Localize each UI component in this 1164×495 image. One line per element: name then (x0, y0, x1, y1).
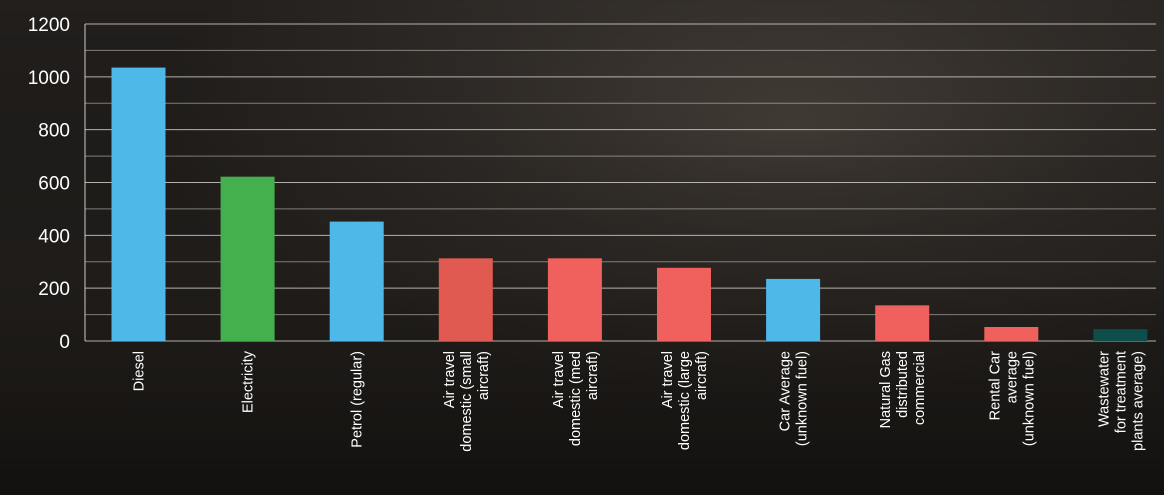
x-category-label-line: Air travel (442, 351, 458, 408)
x-category-label-line: distributed (895, 351, 911, 418)
x-category-label-line: Wastewater (1096, 351, 1112, 427)
x-category-label-line: average (1004, 351, 1020, 403)
bar (438, 258, 493, 341)
y-tick-label: 0 (59, 332, 70, 353)
bar (766, 278, 821, 341)
bar (220, 176, 275, 341)
x-category-label: Natural Gas distributed commercial (878, 351, 928, 428)
x-category-label: Wastewater for treatment plants average) (1096, 351, 1146, 451)
x-category-label-line: Petrol (regular) (350, 351, 366, 448)
y-axis-tick-labels: 0 200 400 600 800 1000 1200 (28, 15, 70, 353)
x-category-label-line: Car Average (778, 351, 794, 431)
x-category-label-line: Natural Gas (878, 351, 894, 428)
x-category-label: Petrol (regular) (350, 351, 366, 448)
bar (547, 258, 602, 341)
x-category-label-line: aircraft) (476, 351, 492, 400)
x-category-label-line: Rental Car (987, 351, 1003, 420)
bar (1093, 329, 1148, 341)
x-category-label: Rental Car average (unknown fuel) (987, 351, 1037, 446)
x-category-label-line: plants average) (1130, 351, 1146, 451)
bar (657, 267, 711, 341)
x-category-label-line: Diesel (132, 351, 148, 391)
x-category-label: Air travel domestic (med aircraft) (551, 351, 601, 446)
x-category-label-line: domestic (small (459, 351, 475, 452)
x-category-label-line: domestic (med (568, 351, 584, 446)
y-tick-label: 200 (38, 279, 70, 300)
bar (984, 326, 1039, 341)
y-tick-label: 400 (38, 226, 70, 247)
y-tick-label: 1200 (28, 15, 70, 36)
bar (329, 221, 384, 341)
x-category-label: Air travel domestic (large aircraft) (660, 351, 710, 450)
x-category-label-line: Air travel (551, 351, 567, 408)
x-axis-category-labels: Diesel Electricity Petrol (regular) Air tra… (132, 350, 1147, 451)
bars (111, 67, 1148, 342)
x-category-label-line: (unknown fuel) (795, 351, 811, 446)
x-category-label: Car Average (unknown fuel) (778, 351, 811, 446)
x-category-label: Electricity (241, 350, 257, 413)
x-category-label-line: aircraft) (694, 351, 710, 400)
y-tick-label: 800 (38, 121, 70, 142)
x-category-label-line: commercial (912, 351, 928, 425)
x-category-label-line: domestic (large (677, 351, 693, 450)
bar (111, 67, 166, 342)
y-tick-label: 1000 (28, 68, 70, 89)
bar (875, 305, 930, 341)
x-category-label-line: Air travel (660, 351, 676, 408)
x-category-label-line: for treatment (1113, 351, 1129, 433)
x-category-label: Diesel (132, 351, 148, 391)
gridlines (84, 23, 1156, 342)
x-category-label-line: aircraft) (585, 351, 601, 400)
y-tick-label: 600 (38, 174, 70, 195)
x-category-label-line: (unknown fuel) (1021, 351, 1037, 446)
x-category-label-line: Electricity (241, 350, 257, 413)
x-category-label: Air travel domestic (small aircraft) (442, 351, 492, 452)
